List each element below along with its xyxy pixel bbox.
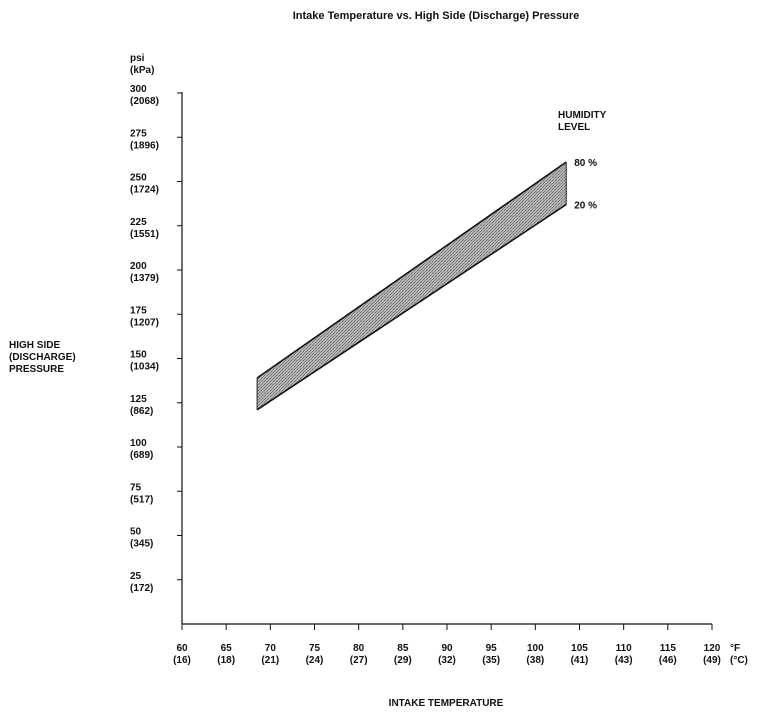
y-unit-psi: psi [130, 53, 145, 64]
x-tick-label-f: 115 [660, 643, 677, 654]
x-tick-label-c: (43) [615, 655, 633, 666]
y-tick-label-psi: 300 [130, 84, 147, 95]
y-unit-kpa: (kPa) [130, 65, 154, 76]
chart-title: Intake Temperature vs. High Side (Discha… [293, 10, 580, 22]
x-tick-label-f: 90 [441, 643, 453, 654]
x-tick-label-f: 60 [176, 643, 188, 654]
y-tick-label-kpa: (1379) [130, 273, 159, 284]
x-tick-label-f: 85 [397, 643, 409, 654]
x-tick-label-c: (46) [659, 655, 677, 666]
x-tick-label-f: 80 [353, 643, 365, 654]
series-label: 20 % [574, 201, 597, 212]
y-axis-label-line3: PRESSURE [9, 364, 64, 375]
humidity-title-line2: LEVEL [558, 122, 590, 133]
x-tick-label-c: (21) [261, 655, 279, 666]
humidity-band-area [257, 162, 567, 410]
x-unit-f: °F [730, 643, 740, 654]
y-tick-label-kpa: (1724) [130, 185, 159, 196]
x-tick-label-c: (18) [217, 655, 235, 666]
x-tick-label-c: (41) [571, 655, 589, 666]
y-tick-label-psi: 250 [130, 173, 147, 184]
humidity-title-line1: HUMIDITY [558, 110, 607, 121]
x-axis-label: INTAKE TEMPERATURE [389, 698, 504, 709]
x-unit-c: (°C) [730, 655, 748, 666]
x-tick-label-f: 105 [571, 643, 588, 654]
x-tick-label-c: (38) [526, 655, 544, 666]
y-tick-label-psi: 200 [130, 261, 147, 272]
y-tick-label-psi: 150 [130, 350, 147, 361]
x-tick-label-f: 100 [527, 643, 544, 654]
x-tick-label-c: (16) [173, 655, 191, 666]
x-tick-label-c: (29) [394, 655, 412, 666]
y-tick-label-kpa: (172) [130, 583, 153, 594]
y-tick-label-kpa: (862) [130, 406, 153, 417]
x-tick-label-f: 110 [616, 643, 633, 654]
y-tick-label-kpa: (2068) [130, 96, 159, 107]
y-tick-label-psi: 25 [130, 571, 142, 582]
x-tick-label-c: (35) [482, 655, 500, 666]
y-axis-label-line2: (DISCHARGE) [9, 352, 76, 363]
y-tick-label-kpa: (1207) [130, 317, 159, 328]
series-line-20 [256, 203, 567, 411]
y-tick-label-kpa: (1896) [130, 140, 159, 151]
x-tick-label-c: (49) [703, 655, 721, 666]
y-tick-label-kpa: (689) [130, 450, 153, 461]
y-tick-label-psi: 175 [130, 305, 147, 316]
x-tick-label-c: (27) [350, 655, 368, 666]
y-tick-label-kpa: (345) [130, 539, 153, 550]
y-tick-label-kpa: (1034) [130, 362, 159, 373]
x-tick-label-c: (32) [438, 655, 456, 666]
x-tick-label-f: 120 [704, 643, 721, 654]
y-tick-label-kpa: (1551) [130, 229, 159, 240]
y-tick-label-kpa: (517) [130, 494, 153, 505]
x-tick-label-f: 65 [221, 643, 233, 654]
x-tick-label-f: 70 [265, 643, 277, 654]
y-tick-label-psi: 75 [130, 482, 142, 493]
y-axis-label-line1: HIGH SIDE [9, 340, 60, 351]
y-tick-label-psi: 100 [130, 438, 147, 449]
series-label: 80 % [574, 158, 597, 169]
x-tick-label-f: 95 [486, 643, 498, 654]
y-tick-label-psi: 225 [130, 217, 147, 228]
series-line-80 [256, 161, 567, 379]
y-tick-label-psi: 50 [130, 527, 142, 538]
y-tick-label-psi: 275 [130, 128, 147, 139]
x-tick-label-c: (24) [306, 655, 324, 666]
y-tick-label-psi: 125 [130, 394, 147, 405]
x-tick-label-f: 75 [309, 643, 321, 654]
